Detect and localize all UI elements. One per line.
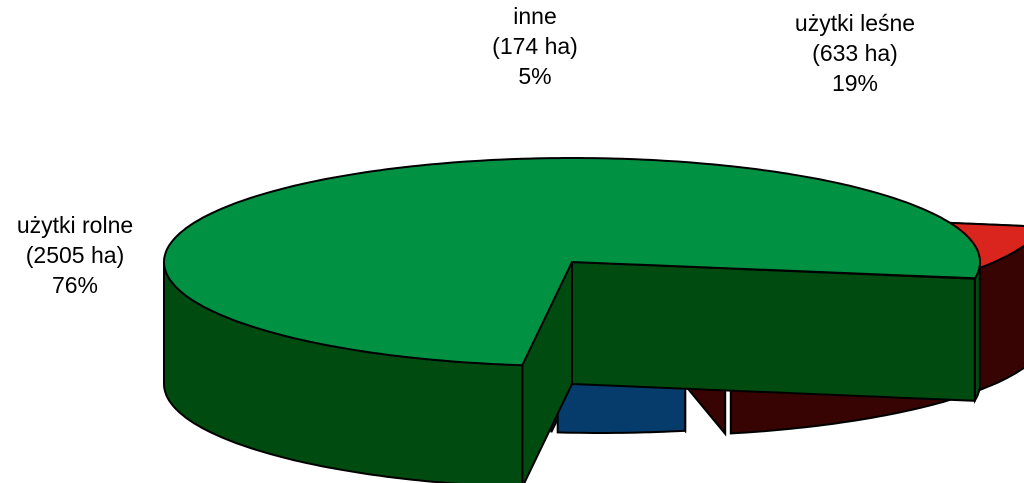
- slice-name: użytki rolne: [16, 212, 134, 238]
- slice-name: użytki leśne: [794, 10, 916, 36]
- slice-percent: 5%: [518, 63, 552, 89]
- pie-slice-top: [162, 157, 982, 367]
- pie-slice-wall: [571, 260, 976, 402]
- slice-name: inne: [513, 3, 557, 29]
- slice-percent: 19%: [831, 70, 879, 96]
- pie-slice-side: [974, 263, 981, 405]
- slice-label-inne: inne (174 ha) 5%: [455, 1, 615, 91]
- slice-label-uzytki-rolne: użytki rolne (2505 ha) 76%: [0, 210, 150, 300]
- pie-slice-0: [162, 157, 982, 483]
- slice-value: (174 ha): [492, 33, 578, 59]
- slice-value: (633 ha): [812, 40, 898, 66]
- slice-label-uzytki-lesne: użytki leśne (633 ha) 19%: [745, 8, 965, 98]
- slice-percent: 76%: [51, 272, 99, 298]
- slice-value: (2505 ha): [25, 242, 125, 268]
